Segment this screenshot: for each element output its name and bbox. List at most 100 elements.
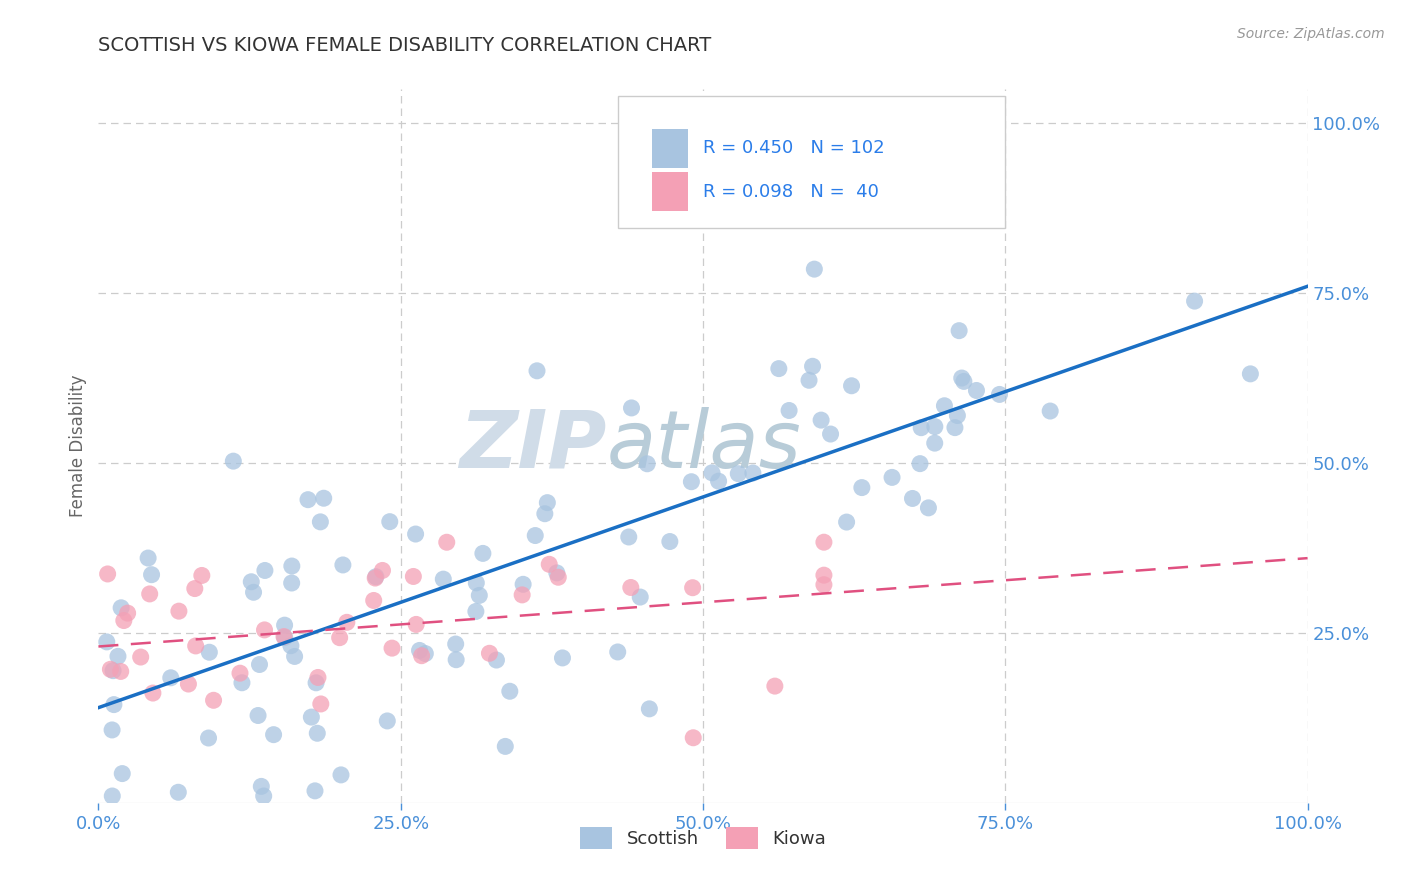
Point bbox=[538, 558, 561, 572]
Point bbox=[494, 739, 516, 754]
Point bbox=[471, 546, 494, 560]
Point bbox=[273, 630, 295, 644]
Point bbox=[682, 581, 704, 595]
Point bbox=[763, 679, 786, 693]
Point bbox=[924, 419, 946, 434]
Point bbox=[309, 697, 332, 711]
Point bbox=[851, 481, 873, 495]
Point bbox=[330, 768, 353, 782]
Point bbox=[934, 399, 956, 413]
Point bbox=[526, 364, 548, 378]
Point bbox=[741, 466, 763, 480]
Point bbox=[309, 515, 332, 529]
Point bbox=[546, 566, 568, 580]
Point bbox=[375, 714, 398, 728]
Point bbox=[988, 387, 1011, 401]
Point bbox=[917, 500, 939, 515]
Point bbox=[778, 403, 800, 417]
Point bbox=[707, 474, 730, 488]
Point bbox=[273, 631, 295, 645]
Point bbox=[167, 785, 190, 799]
Point bbox=[364, 571, 387, 585]
Point bbox=[768, 361, 790, 376]
Point bbox=[249, 657, 271, 672]
Point bbox=[820, 427, 842, 442]
Point bbox=[813, 578, 835, 592]
Point bbox=[810, 413, 832, 427]
Point bbox=[950, 371, 973, 385]
Point bbox=[628, 590, 651, 604]
Point bbox=[101, 664, 124, 678]
Point bbox=[280, 576, 302, 591]
Point bbox=[107, 649, 129, 664]
Point bbox=[281, 559, 304, 574]
Text: R = 0.450   N = 102: R = 0.450 N = 102 bbox=[703, 139, 884, 157]
Point bbox=[606, 645, 628, 659]
Point bbox=[681, 475, 703, 489]
Point bbox=[110, 600, 132, 615]
Point bbox=[253, 564, 276, 578]
Point bbox=[110, 665, 132, 679]
Point bbox=[658, 534, 681, 549]
Point bbox=[159, 671, 181, 685]
Point bbox=[191, 568, 214, 582]
Point bbox=[966, 384, 988, 398]
Point bbox=[405, 617, 427, 632]
Point bbox=[485, 653, 508, 667]
Point bbox=[381, 641, 404, 656]
FancyBboxPatch shape bbox=[619, 96, 1005, 228]
Point bbox=[547, 570, 569, 584]
Point bbox=[536, 496, 558, 510]
Point bbox=[841, 378, 863, 392]
Point bbox=[112, 614, 135, 628]
Point bbox=[620, 401, 643, 415]
Text: R = 0.098   N =  40: R = 0.098 N = 40 bbox=[703, 183, 879, 201]
Point bbox=[510, 588, 533, 602]
Point bbox=[240, 574, 263, 589]
Point bbox=[617, 530, 640, 544]
Point bbox=[465, 575, 488, 590]
Point bbox=[100, 662, 122, 676]
Point bbox=[835, 515, 858, 529]
Point bbox=[1239, 367, 1261, 381]
Point bbox=[364, 570, 387, 584]
Point bbox=[1184, 294, 1206, 309]
Point bbox=[444, 637, 467, 651]
Point bbox=[297, 492, 319, 507]
Point bbox=[117, 606, 139, 620]
Point bbox=[312, 491, 335, 506]
Point bbox=[953, 375, 976, 389]
Point bbox=[534, 507, 557, 521]
Point bbox=[142, 686, 165, 700]
Text: ZIP: ZIP bbox=[458, 407, 606, 485]
Point bbox=[620, 581, 643, 595]
Point bbox=[468, 588, 491, 602]
Point bbox=[813, 535, 835, 549]
Point bbox=[415, 647, 437, 661]
Point bbox=[184, 582, 207, 596]
Point bbox=[304, 784, 326, 798]
Point bbox=[253, 623, 276, 637]
Point bbox=[797, 373, 820, 387]
Point bbox=[402, 569, 425, 583]
Point bbox=[682, 731, 704, 745]
Point bbox=[946, 409, 969, 423]
Point bbox=[499, 684, 522, 698]
Point bbox=[411, 648, 433, 663]
Point bbox=[263, 728, 285, 742]
Point bbox=[307, 670, 329, 684]
Point bbox=[636, 457, 658, 471]
Point bbox=[250, 780, 273, 794]
FancyBboxPatch shape bbox=[652, 128, 689, 168]
Point bbox=[101, 789, 124, 803]
Point bbox=[638, 702, 661, 716]
Text: SCOTTISH VS KIOWA FEMALE DISABILITY CORRELATION CHART: SCOTTISH VS KIOWA FEMALE DISABILITY CORR… bbox=[98, 36, 711, 54]
Point bbox=[167, 604, 190, 618]
Point bbox=[378, 515, 401, 529]
Point bbox=[197, 731, 219, 745]
Point bbox=[129, 650, 152, 665]
Point bbox=[229, 666, 252, 681]
Point bbox=[202, 693, 225, 707]
Point bbox=[444, 653, 467, 667]
Point bbox=[813, 568, 835, 582]
